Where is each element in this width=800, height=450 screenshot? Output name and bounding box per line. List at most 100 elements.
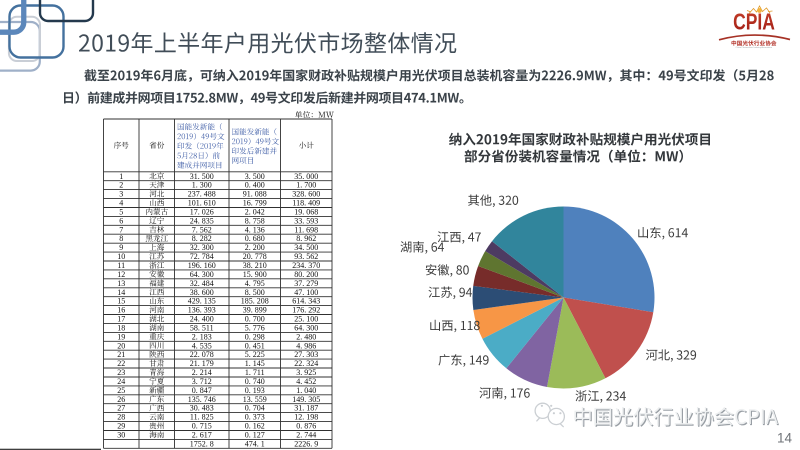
svg-text:58. 511: 58. 511 <box>190 323 214 332</box>
svg-text:22: 22 <box>117 359 125 368</box>
svg-text:2. 183: 2. 183 <box>192 332 212 341</box>
svg-text:4. 136: 4. 136 <box>245 225 265 234</box>
svg-text:22. 324: 22. 324 <box>294 359 318 368</box>
svg-text:22. 078: 22. 078 <box>190 350 214 359</box>
svg-text:16: 16 <box>117 306 125 315</box>
svg-text:0. 876: 0. 876 <box>296 422 316 431</box>
svg-text:30: 30 <box>117 430 125 439</box>
svg-text:614. 343: 614. 343 <box>292 297 320 306</box>
svg-text:64. 300: 64. 300 <box>294 323 318 332</box>
svg-text:196. 160: 196. 160 <box>188 261 216 270</box>
svg-text:17: 17 <box>117 315 125 324</box>
svg-text:1. 040: 1. 040 <box>296 386 316 395</box>
svg-text:19: 19 <box>117 332 125 341</box>
svg-text:118. 409: 118. 409 <box>292 199 320 208</box>
svg-text:26: 26 <box>117 395 125 404</box>
svg-text:101. 610: 101. 610 <box>188 199 216 208</box>
svg-text:149. 305: 149. 305 <box>292 395 320 404</box>
svg-text:30. 483: 30. 483 <box>190 404 214 413</box>
svg-text:12. 198: 12. 198 <box>294 413 318 422</box>
svg-text:8. 962: 8. 962 <box>296 234 316 243</box>
svg-text:32. 484: 32. 484 <box>190 279 214 288</box>
svg-text:0. 162: 0. 162 <box>245 422 265 431</box>
svg-text:20: 20 <box>117 341 125 350</box>
svg-text:0. 700: 0. 700 <box>245 315 265 324</box>
svg-text:9: 9 <box>119 243 123 252</box>
svg-text:24. 835: 24. 835 <box>190 216 214 225</box>
svg-text:0. 847: 0. 847 <box>192 386 212 395</box>
svg-text:0. 298: 0. 298 <box>245 332 265 341</box>
svg-text:14: 14 <box>777 431 793 446</box>
svg-text:11. 825: 11. 825 <box>190 413 214 422</box>
svg-text:4. 535: 4. 535 <box>192 341 212 350</box>
svg-text:1752. 8: 1752. 8 <box>190 439 214 448</box>
svg-text:13. 559: 13. 559 <box>243 395 267 404</box>
svg-text:0. 715: 0. 715 <box>192 422 212 431</box>
svg-text:3. 712: 3. 712 <box>192 377 212 386</box>
svg-text:0. 680: 0. 680 <box>245 234 265 243</box>
svg-text:17. 026: 17. 026 <box>190 207 214 216</box>
svg-text:5. 776: 5. 776 <box>245 323 265 332</box>
svg-text:3. 500: 3. 500 <box>245 172 265 181</box>
svg-text:20. 778: 20. 778 <box>243 252 267 261</box>
svg-text:2. 042: 2. 042 <box>245 207 265 216</box>
svg-text:47. 100: 47. 100 <box>294 288 318 297</box>
svg-text:13: 13 <box>117 279 125 288</box>
svg-text:2. 480: 2. 480 <box>296 332 316 341</box>
svg-text:31. 500: 31. 500 <box>190 172 214 181</box>
svg-text:64. 300: 64. 300 <box>190 270 214 279</box>
svg-text:5. 225: 5. 225 <box>245 350 265 359</box>
svg-text:11: 11 <box>117 261 125 270</box>
svg-text:1. 711: 1. 711 <box>245 368 265 377</box>
svg-text:7. 562: 7. 562 <box>192 225 212 234</box>
svg-text:15. 900: 15. 900 <box>243 270 267 279</box>
svg-text:185. 208: 185. 208 <box>241 297 269 306</box>
svg-text:28: 28 <box>117 413 125 422</box>
svg-text:21: 21 <box>117 350 125 359</box>
svg-text:39. 899: 39. 899 <box>243 306 267 315</box>
svg-text:5: 5 <box>119 207 123 216</box>
svg-text:91. 088: 91. 088 <box>243 190 267 199</box>
svg-text:4: 4 <box>119 199 123 208</box>
svg-text:21. 179: 21. 179 <box>190 359 214 368</box>
svg-text:18: 18 <box>117 323 125 332</box>
svg-text:4. 795: 4. 795 <box>245 279 265 288</box>
svg-text:429. 135: 429. 135 <box>188 297 216 306</box>
svg-text:0. 400: 0. 400 <box>245 181 265 190</box>
svg-text:10: 10 <box>117 252 125 261</box>
svg-text:China Photovoltaic Industry As: China Photovoltaic Industry Association <box>736 46 773 49</box>
svg-text:29: 29 <box>117 422 125 431</box>
svg-text:0. 451: 0. 451 <box>245 341 265 350</box>
svg-text:72. 784: 72. 784 <box>190 252 214 261</box>
svg-text:8. 758: 8. 758 <box>245 216 265 225</box>
svg-text:14: 14 <box>117 288 125 297</box>
svg-text:2. 744: 2. 744 <box>296 430 316 439</box>
svg-text:2. 617: 2. 617 <box>192 430 212 439</box>
svg-text:2. 214: 2. 214 <box>192 368 212 377</box>
svg-text:27: 27 <box>117 404 125 413</box>
svg-text:2: 2 <box>119 181 123 190</box>
svg-text:3: 3 <box>119 190 123 199</box>
svg-text:136. 393: 136. 393 <box>188 306 216 315</box>
svg-text:11. 698: 11. 698 <box>294 225 318 234</box>
svg-text:1. 145: 1. 145 <box>245 359 265 368</box>
svg-text:1: 1 <box>119 172 123 181</box>
svg-text:0. 193: 0. 193 <box>245 386 265 395</box>
svg-text:80. 200: 80. 200 <box>294 270 318 279</box>
svg-text:3. 925: 3. 925 <box>296 368 316 377</box>
svg-text:32. 300: 32. 300 <box>190 243 214 252</box>
svg-text:12: 12 <box>117 270 125 279</box>
svg-text:24: 24 <box>117 377 125 386</box>
svg-text:6: 6 <box>119 216 123 225</box>
svg-text:474. 1: 474. 1 <box>245 439 265 448</box>
svg-text:0. 127: 0. 127 <box>245 430 265 439</box>
svg-text:2. 200: 2. 200 <box>245 243 265 252</box>
svg-text:19. 068: 19. 068 <box>294 207 318 216</box>
svg-text:25: 25 <box>117 386 125 395</box>
svg-text:0. 704: 0. 704 <box>245 404 265 413</box>
svg-text:33. 593: 33. 593 <box>294 216 318 225</box>
svg-text:7: 7 <box>119 225 123 234</box>
svg-text:34. 500: 34. 500 <box>294 243 318 252</box>
svg-text:27. 303: 27. 303 <box>294 350 318 359</box>
svg-text:23: 23 <box>117 368 125 377</box>
